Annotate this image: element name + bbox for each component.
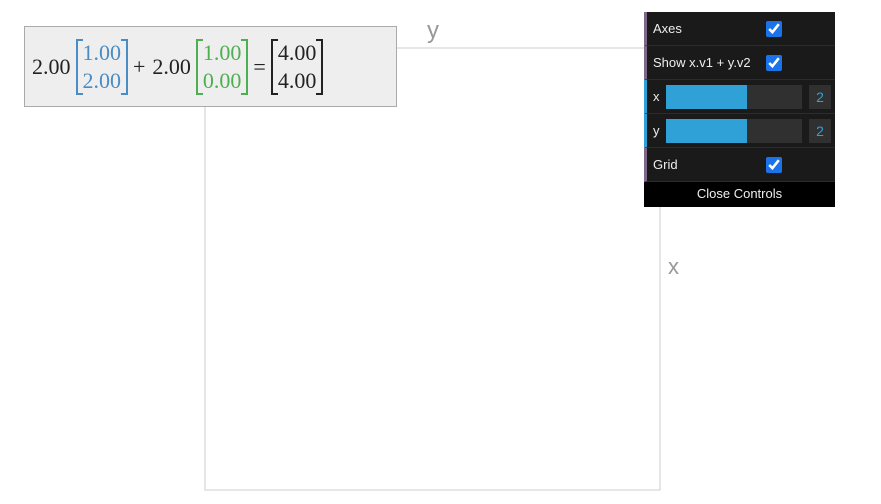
v1-entry: 2.00 [82, 67, 122, 93]
x-value[interactable]: 2 [809, 84, 831, 109]
v2-matrix: 1.00 0.00 [195, 38, 248, 95]
y-coef: 2.00 [152, 53, 191, 79]
result-matrix: 4.00 4.00 [270, 38, 323, 95]
v1-matrix: 1.00 2.00 [75, 38, 128, 95]
grid-label: Grid [653, 157, 678, 172]
axes-row: Axes [644, 12, 835, 46]
equals: = [253, 53, 266, 79]
grid-row: Grid [644, 148, 835, 182]
result-entry: 4.00 [277, 39, 317, 65]
close-controls[interactable]: Close Controls [644, 182, 835, 207]
show-sum-label: Show x.v1 + y.v2 [653, 55, 751, 70]
plot-border [204, 47, 661, 491]
plus: + [133, 53, 146, 79]
y-axis-label: y [427, 17, 439, 44]
y-label: y [653, 123, 660, 138]
x-slider[interactable] [666, 84, 802, 109]
equation: 2.00 1.00 2.00 + 2.00 1.00 0.00 = 4.00 4.00 [24, 26, 397, 107]
show-sum-row: Show x.v1 + y.v2 [644, 46, 835, 80]
x-coef: 2.00 [32, 53, 71, 79]
x-axis-label: x [668, 254, 679, 279]
result-entry: 4.00 [277, 67, 317, 93]
axes-label: Axes [653, 21, 682, 36]
axes-checkbox[interactable] [766, 20, 782, 37]
y-slider[interactable] [666, 118, 802, 143]
v1-entry: 1.00 [82, 39, 122, 65]
show-sum-checkbox[interactable] [766, 54, 782, 71]
y-value[interactable]: 2 [809, 118, 831, 143]
x-label: x [653, 89, 660, 104]
grid-checkbox[interactable] [766, 156, 782, 173]
v2-entry: 0.00 [202, 67, 242, 93]
v2-entry: 1.00 [202, 39, 242, 65]
